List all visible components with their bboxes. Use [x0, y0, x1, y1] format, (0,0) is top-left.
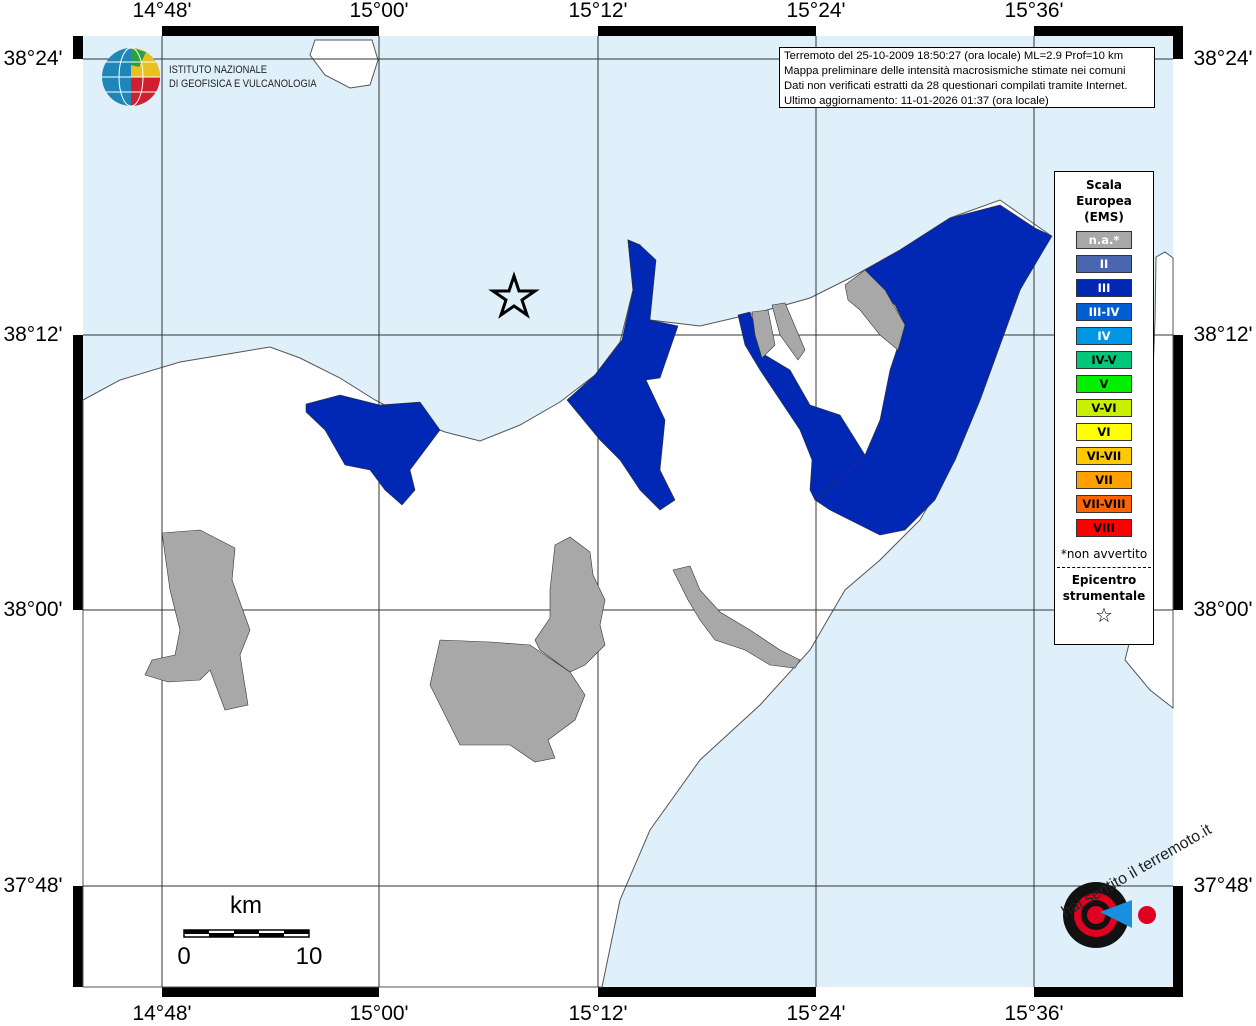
legend-swatch-iv-v: IV-V	[1076, 351, 1132, 369]
ingv-name-line2: DI GEOFISICA E VULCANOLOGIA	[169, 78, 317, 90]
scale-min: 0	[177, 943, 191, 970]
commune-intensity-III[interactable]	[566, 239, 679, 511]
last-update: Ultimo aggiornamento: 11-01-2026 01:37 (…	[784, 95, 1049, 107]
ingv-name-line1: ISTITUTO NAZIONALE	[169, 64, 268, 76]
intensity-legend: Scala Europea (EMS) n.a.* II III III-IV IV IV-V…	[1054, 171, 1154, 645]
lon-tick-bottom: 14°48'	[132, 1002, 192, 1025]
commune-not-felt[interactable]	[144, 529, 251, 711]
scale-max: 10	[295, 943, 323, 970]
lon-tick-top: 14°48'	[132, 0, 192, 22]
data-source-note: Dati non verificati estratti da 28 quest…	[784, 80, 1128, 92]
frame-white-segments	[73, 26, 1183, 997]
legend-swatch-iv: IV	[1076, 327, 1132, 345]
scale-bar	[183, 929, 310, 938]
lon-tick-top: 15°00'	[349, 0, 409, 22]
lon-tick-top: 15°24'	[786, 0, 846, 22]
commune-not-felt[interactable]	[771, 302, 806, 361]
commune-not-felt[interactable]	[751, 309, 776, 359]
ingv-logo: ISTITUTO NAZIONALE DI GEOFISICA E VULCANO…	[101, 47, 343, 107]
commune-not-felt[interactable]	[429, 639, 586, 763]
map-description: Mappa preliminare delle intensità macros…	[784, 65, 1126, 77]
commune-intensity-III[interactable]	[305, 394, 441, 506]
legend-swatch-iii-iv: III-IV	[1076, 303, 1132, 321]
legend-star-icon: ☆	[1095, 603, 1113, 627]
lat-tick-right: 38°24'	[1193, 47, 1253, 70]
legend-swatch-ii: II	[1076, 255, 1132, 273]
legend-note: *non avvertito	[1060, 547, 1148, 561]
commune-intensity-III[interactable]	[814, 204, 1053, 536]
legend-swatch-v: V	[1076, 375, 1132, 393]
lat-tick-right: 38°12'	[1193, 323, 1253, 346]
commune-not-felt[interactable]	[672, 565, 801, 669]
legend-swatch-vii-viii: VII-VIII	[1076, 495, 1132, 513]
event-line: Terremoto del 25-10-2009 18:50:27 (ora l…	[784, 50, 1124, 62]
legend-swatch-na: n.a.*	[1076, 231, 1132, 249]
lon-tick-bottom: 15°36'	[1004, 1002, 1064, 1025]
legend-swatch-vii: VII	[1076, 471, 1132, 489]
legend-swatch-vi-vii: VI-VII	[1076, 447, 1132, 465]
lat-tick-left: 38°12'	[3, 323, 63, 346]
lon-tick-top: 15°12'	[568, 0, 628, 22]
scale-unit: km	[230, 892, 262, 919]
event-info-box: Terremoto del 25-10-2009 18:50:27 (ora l…	[779, 47, 1155, 108]
commune-not-felt[interactable]	[844, 269, 906, 351]
lon-tick-bottom: 15°24'	[786, 1002, 846, 1025]
commune-not-felt[interactable]	[534, 536, 606, 673]
legend-swatch-viii: VIII	[1076, 519, 1132, 537]
lat-tick-left: 38°24'	[3, 47, 63, 70]
epicenter-star-icon[interactable]	[488, 271, 540, 319]
lat-tick-right: 37°48'	[1193, 874, 1253, 897]
legend-swatch-vi: VI	[1076, 423, 1132, 441]
lon-tick-top: 15°36'	[1004, 0, 1064, 22]
legend-epicenter-label: Epicentro strumentale	[1062, 573, 1146, 603]
legend-swatch-iii: III	[1076, 279, 1132, 297]
globe-icon	[102, 47, 160, 107]
island-vulcano	[309, 39, 379, 89]
lon-tick-bottom: 15°12'	[568, 1002, 628, 1025]
lat-tick-left: 37°48'	[3, 874, 63, 897]
lat-tick-left: 38°00'	[3, 598, 63, 621]
lat-tick-right: 38°00'	[1193, 598, 1253, 621]
legend-title: Scala Europea (EMS)	[1076, 178, 1132, 224]
lon-tick-bottom: 15°00'	[349, 1002, 409, 1025]
legend-swatch-v-vi: V-VI	[1076, 399, 1132, 417]
